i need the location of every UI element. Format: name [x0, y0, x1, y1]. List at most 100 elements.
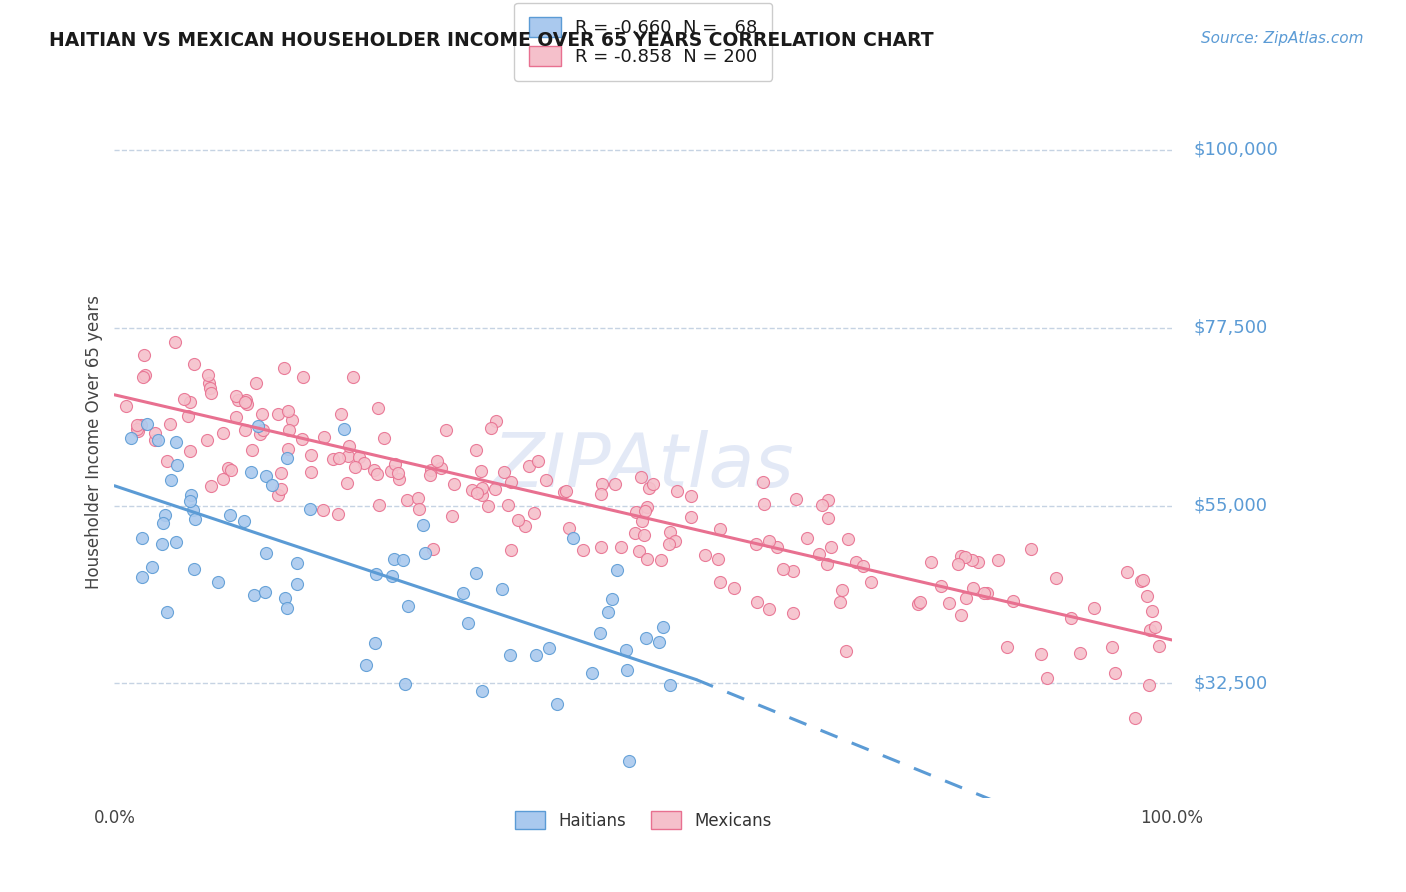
Point — [396, 492, 419, 507]
Point — [419, 467, 441, 482]
Point — [278, 423, 301, 437]
Point — [141, 559, 163, 574]
Point — [240, 465, 263, 479]
Point — [837, 532, 859, 546]
Point — [281, 413, 304, 427]
Point — [125, 422, 148, 436]
Point — [179, 493, 201, 508]
Point — [817, 510, 839, 524]
Point — [461, 483, 484, 497]
Point — [200, 479, 222, 493]
Point — [225, 410, 247, 425]
Point — [624, 525, 647, 540]
Point — [658, 678, 681, 692]
Point — [396, 599, 419, 613]
Point — [630, 514, 652, 528]
Point — [1147, 639, 1170, 653]
Point — [198, 381, 221, 395]
Point — [479, 420, 502, 434]
Point — [1083, 601, 1105, 615]
Point — [1115, 566, 1137, 580]
Point — [132, 370, 155, 384]
Point — [366, 567, 388, 582]
Point — [235, 397, 257, 411]
Point — [679, 510, 702, 524]
Point — [353, 456, 375, 470]
Point — [335, 475, 357, 490]
Point — [955, 591, 977, 606]
Point — [135, 417, 157, 431]
Point — [363, 463, 385, 477]
Point — [835, 644, 858, 658]
Text: $55,000: $55,000 — [1194, 497, 1267, 515]
Point — [270, 467, 292, 481]
Point — [1036, 671, 1059, 685]
Point — [484, 482, 506, 496]
Point — [115, 400, 138, 414]
Point — [367, 401, 389, 416]
Point — [156, 454, 179, 468]
Point — [603, 477, 626, 491]
Point — [581, 666, 603, 681]
Point — [152, 516, 174, 530]
Point — [276, 601, 298, 615]
Point — [146, 434, 169, 448]
Point — [1045, 571, 1067, 585]
Point — [465, 486, 488, 500]
Point — [131, 531, 153, 545]
Point — [709, 574, 731, 589]
Point — [159, 417, 181, 432]
Point — [589, 626, 612, 640]
Point — [217, 461, 239, 475]
Point — [752, 497, 775, 511]
Point — [412, 517, 434, 532]
Point — [120, 431, 142, 445]
Point — [212, 472, 235, 486]
Point — [179, 443, 201, 458]
Point — [212, 425, 235, 440]
Point — [534, 473, 557, 487]
Point — [950, 549, 973, 563]
Point — [938, 595, 960, 609]
Point — [634, 632, 657, 646]
Point — [165, 434, 187, 449]
Point — [707, 552, 730, 566]
Point — [948, 557, 970, 571]
Point — [285, 556, 308, 570]
Point — [342, 369, 364, 384]
Point — [666, 483, 689, 498]
Point — [633, 528, 655, 542]
Point — [159, 474, 181, 488]
Point — [517, 459, 540, 474]
Point — [225, 389, 247, 403]
Point — [554, 483, 576, 498]
Point — [387, 467, 409, 481]
Point — [333, 422, 356, 436]
Point — [658, 537, 681, 551]
Point — [796, 532, 818, 546]
Point — [233, 423, 256, 437]
Point — [745, 537, 768, 551]
Point — [995, 640, 1018, 654]
Point — [470, 464, 492, 478]
Point — [1130, 574, 1153, 589]
Point — [1137, 677, 1160, 691]
Point — [496, 498, 519, 512]
Point — [245, 376, 267, 391]
Point — [1019, 542, 1042, 557]
Point — [388, 472, 411, 486]
Point — [641, 476, 664, 491]
Point — [659, 524, 682, 539]
Point — [1144, 620, 1167, 634]
Point — [614, 643, 637, 657]
Point — [627, 544, 650, 558]
Point — [709, 523, 731, 537]
Point — [524, 648, 547, 663]
Point — [973, 585, 995, 599]
Point — [254, 584, 277, 599]
Point — [312, 430, 335, 444]
Point — [1132, 573, 1154, 587]
Point — [508, 513, 530, 527]
Point — [285, 577, 308, 591]
Point — [471, 481, 494, 495]
